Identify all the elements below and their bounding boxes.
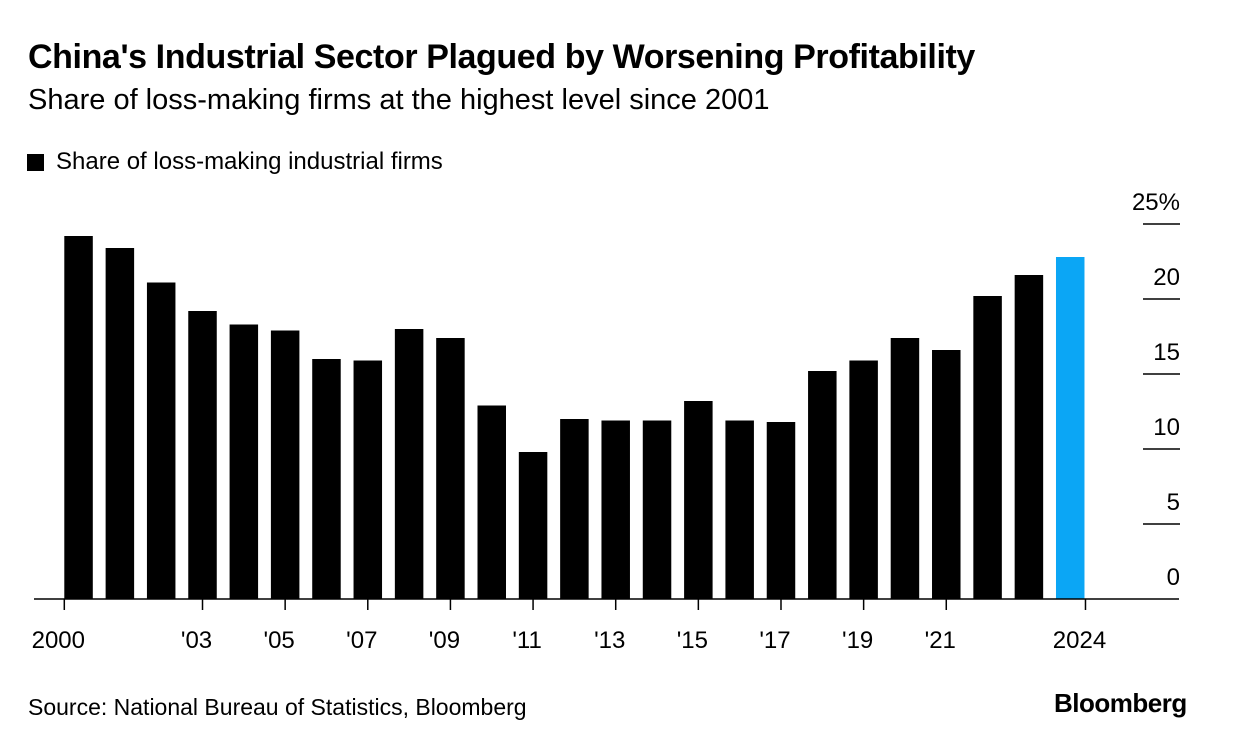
bar-2012 xyxy=(560,419,589,599)
bar-2021 xyxy=(932,350,961,599)
bar-2010 xyxy=(477,405,506,599)
bar-2019 xyxy=(849,360,878,599)
bar-2007 xyxy=(353,360,383,599)
x-tick-label-2019: '19 xyxy=(842,627,873,654)
bar-2001 xyxy=(105,248,135,599)
bar-2015 xyxy=(684,401,713,599)
x-tick-label-2011: '11 xyxy=(512,627,542,654)
x-tick-label-2000: 2000 xyxy=(32,627,85,654)
y-axis: 0 5 10 15 20 25% xyxy=(1132,189,1180,591)
chart-title: China's Industrial Sector Plagued by Wor… xyxy=(28,38,975,76)
x-tick-label-2017: '17 xyxy=(759,627,790,654)
bar-2014 xyxy=(642,420,672,599)
bar-2009 xyxy=(436,338,465,599)
x-tick-label-2009: '09 xyxy=(429,627,460,654)
bloomberg-logo: Bloomberg xyxy=(1054,688,1187,718)
bar-2016 xyxy=(725,420,754,599)
x-tick-label-2003: '03 xyxy=(181,627,212,654)
bar-2008 xyxy=(394,329,424,599)
x-tick-label-2007: '07 xyxy=(346,627,377,654)
source-note: Source: National Bureau of Statistics, B… xyxy=(28,694,527,720)
bar-2005 xyxy=(270,330,300,599)
bar-2023 xyxy=(1014,275,1044,599)
bar-2011 xyxy=(518,452,548,599)
x-tick-label-2005: '05 xyxy=(264,627,295,654)
legend: Share of loss-making industrial firms xyxy=(27,148,443,176)
x-axis: 2000 '03 '05 '07 '09 '11 '13 '15 '17 '19 '21 2024 xyxy=(32,598,1179,654)
bar-2004 xyxy=(229,324,259,599)
bar-2013 xyxy=(601,420,630,599)
chart-subtitle: Share of loss-making firms at the highes… xyxy=(28,84,770,116)
y-tick-label-25: 25% xyxy=(1132,189,1180,216)
y-tick-label-10: 10 xyxy=(1153,414,1180,441)
bar-2002 xyxy=(146,282,176,599)
bar-2017 xyxy=(766,422,796,599)
legend-swatch-icon xyxy=(27,153,44,171)
bar-2024 xyxy=(1055,257,1085,599)
bar-2003 xyxy=(188,311,217,599)
bar-2006 xyxy=(312,359,341,599)
bar-2020 xyxy=(890,338,920,599)
y-tick-label-5: 5 xyxy=(1167,489,1180,516)
bar-2018 xyxy=(808,371,837,599)
bars-group xyxy=(64,236,1085,599)
legend-label: Share of loss-making industrial firms xyxy=(56,148,443,175)
bar-2000 xyxy=(64,236,93,599)
y-tick-label-0: 0 xyxy=(1167,564,1180,591)
y-tick-label-20: 20 xyxy=(1153,264,1180,291)
x-tick-label-2021: '21 xyxy=(925,627,956,654)
bar-2022 xyxy=(973,296,1002,599)
x-tick-label-2024: 2024 xyxy=(1053,627,1106,654)
x-tick-label-2013: '13 xyxy=(594,627,625,654)
x-tick-label-2015: '15 xyxy=(677,627,708,654)
y-tick-label-15: 15 xyxy=(1153,339,1180,366)
